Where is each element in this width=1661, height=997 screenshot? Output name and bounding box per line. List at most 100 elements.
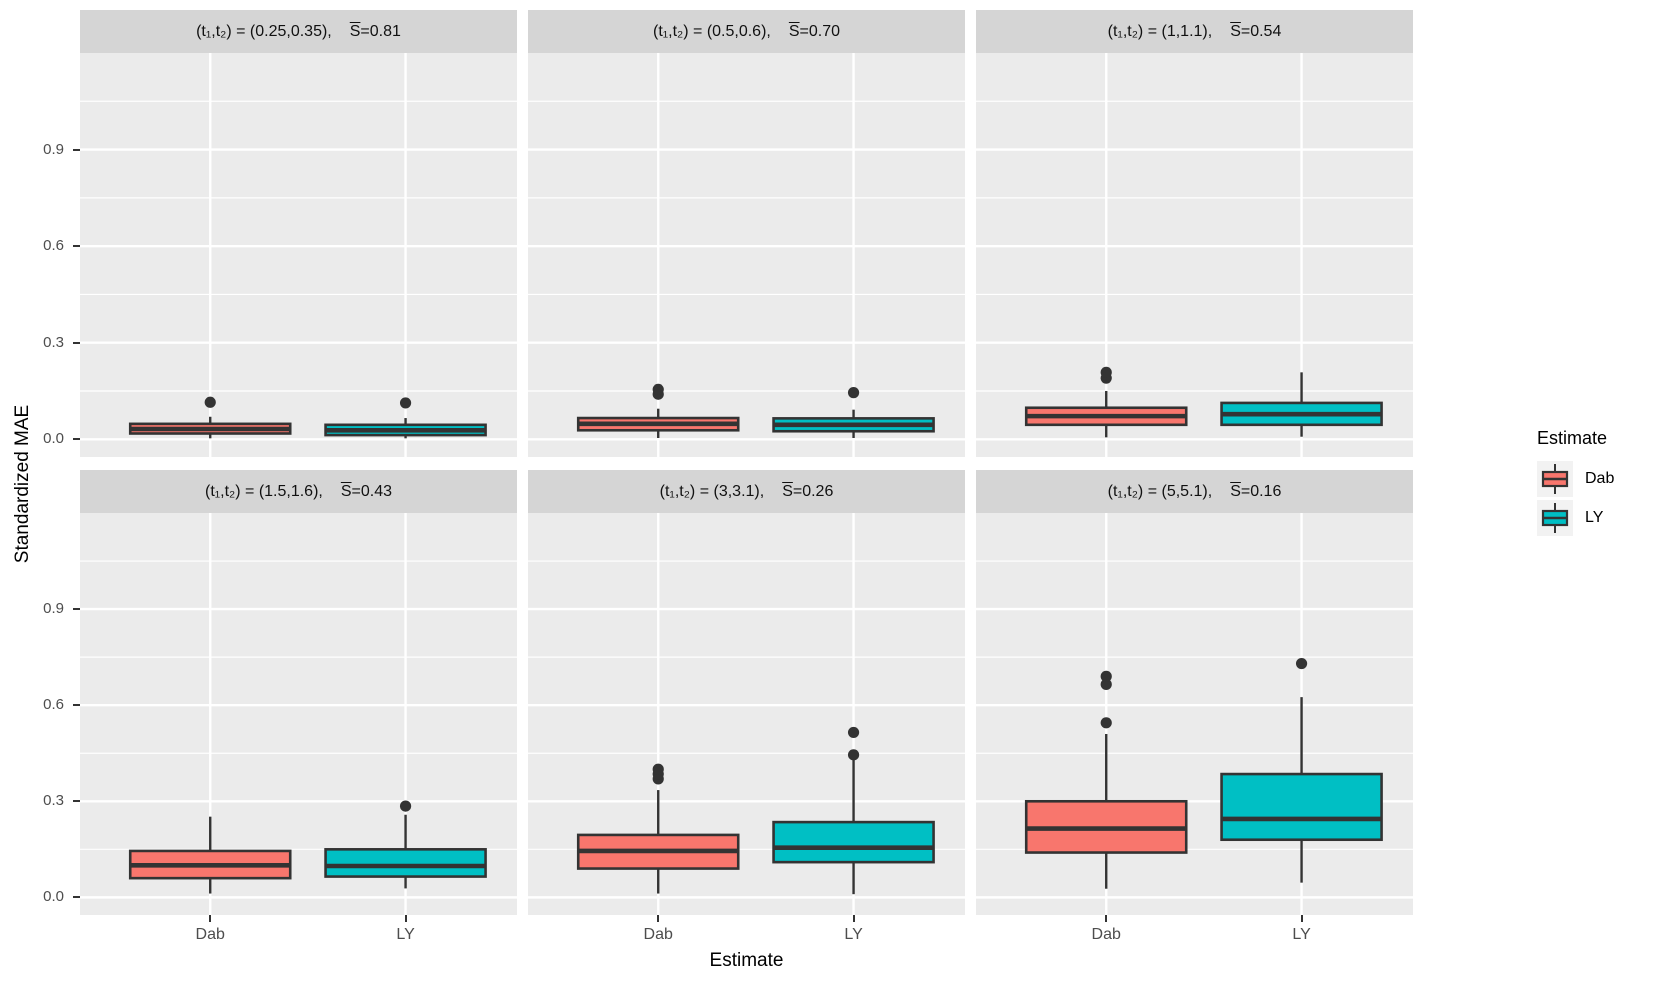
x-tick-label: Dab xyxy=(195,926,225,943)
x-tick-mark xyxy=(404,915,407,922)
outlier-point xyxy=(1100,678,1112,690)
facet-panel xyxy=(528,53,965,457)
y-tick-label: 0.9 xyxy=(43,600,64,618)
boxplot-glyph-icon xyxy=(1541,464,1569,494)
y-tick-mark xyxy=(73,800,80,803)
boxplot-ly xyxy=(772,387,935,439)
legend-keys: Dab LY xyxy=(1537,461,1614,536)
y-tick-mark xyxy=(73,148,80,151)
y-axis-row-2: 0.0 0.3 0.6 0.9 xyxy=(0,513,80,915)
facet-strip-sbar-value: =0.54 xyxy=(1240,22,1282,40)
y-tick-label: 0.6 xyxy=(43,696,64,714)
outlier-point xyxy=(1295,657,1308,670)
y-tick-label: 0.3 xyxy=(43,333,64,351)
legend-key-glyph xyxy=(1537,461,1573,497)
outlier-point xyxy=(204,396,216,408)
legend-title: Estimate xyxy=(1537,428,1608,448)
legend-key-label: Dab xyxy=(1585,470,1615,487)
x-axis-col-2: Dab LY xyxy=(528,915,965,955)
facet-strip-sbar: S xyxy=(340,482,352,500)
facet-strip-sbar: S xyxy=(782,482,793,500)
x-tick-mark xyxy=(1105,915,1108,922)
outlier-point xyxy=(1100,717,1112,729)
boxplot-dab xyxy=(1024,366,1188,438)
boxplot-glyph-icon xyxy=(1541,503,1569,533)
legend: Estimate Dab LY xyxy=(1537,428,1614,539)
x-tick-label: LY xyxy=(1292,926,1311,943)
outlier-point xyxy=(399,397,412,409)
x-tick-mark xyxy=(1300,915,1303,922)
y-tick-label: 0.9 xyxy=(43,140,64,158)
facet-strip-sbar: S xyxy=(788,22,800,40)
facet-strip-sbar: S xyxy=(349,22,361,40)
y-tick-mark xyxy=(73,896,80,899)
x-axis-col-1: Dab LY xyxy=(80,915,517,955)
facet-panel xyxy=(80,513,517,915)
outlier-point xyxy=(652,763,664,775)
outlier-point xyxy=(847,726,860,739)
boxplot-ly xyxy=(324,800,487,889)
facet-strip-label: (t₁,t₂) = (5,5.1), xyxy=(1107,482,1213,500)
x-tick-label: LY xyxy=(844,926,863,943)
y-tick-mark xyxy=(73,438,80,441)
iqr-box xyxy=(772,820,935,864)
boxplot-ly xyxy=(1220,657,1383,883)
y-axis-row-1: 0.0 0.3 0.6 0.9 xyxy=(0,53,80,457)
iqr-box xyxy=(1220,772,1383,842)
x-tick-label: LY xyxy=(396,926,415,943)
boxplot-ly xyxy=(772,726,935,895)
facet-strip: (t₁,t₂) = (5,5.1), S =0.16 xyxy=(976,470,1413,513)
facet-strip: (t₁,t₂) = (0.25,0.35), S =0.81 xyxy=(80,10,517,53)
legend-key-label: LY xyxy=(1585,509,1604,526)
y-tick-mark xyxy=(73,245,80,248)
facet-strip-label: (t₁,t₂) = (0.25,0.35), xyxy=(196,22,332,40)
outlier-point xyxy=(847,387,860,399)
boxplot-dab xyxy=(128,396,292,439)
facet-panel xyxy=(80,53,517,457)
outlier-point xyxy=(1100,366,1112,378)
legend-key-dab: Dab xyxy=(1537,461,1614,497)
legend-key-glyph xyxy=(1537,500,1573,536)
facet-strip: (t₁,t₂) = (3,3.1), S =0.26 xyxy=(528,470,965,513)
panel-canvas xyxy=(976,53,1413,457)
facet-strip-sbar-value: =0.43 xyxy=(351,482,393,500)
facet-strip-sbar-value: =0.81 xyxy=(360,22,401,40)
y-tick-label: 0.0 xyxy=(43,888,64,906)
x-axis-col-3: Dab LY xyxy=(976,915,1413,955)
facet-strip-label: (t₁,t₂) = (0.5,0.6), xyxy=(652,22,771,40)
facet-strip: (t₁,t₂) = (0.5,0.6), S =0.70 xyxy=(528,10,965,53)
x-tick-mark xyxy=(209,915,212,922)
y-tick-label: 0.3 xyxy=(43,792,64,810)
boxplot-dab xyxy=(128,816,292,894)
y-tick-mark xyxy=(73,608,80,611)
panel-canvas xyxy=(976,513,1413,915)
boxplot-dab xyxy=(576,763,740,894)
facet-panel xyxy=(976,513,1413,915)
facet-strip-label: (t₁,t₂) = (1,1.1), xyxy=(1107,22,1213,40)
boxplot-dab xyxy=(1024,670,1188,889)
facet-strip-label: (t₁,t₂) = (3,3.1), xyxy=(659,482,765,500)
x-tick-mark xyxy=(657,915,660,922)
outlier-point xyxy=(399,800,412,812)
outlier-point xyxy=(1100,670,1112,682)
facet-strip: (t₁,t₂) = (1.5,1.6), S =0.43 xyxy=(80,470,517,513)
panel-canvas xyxy=(528,513,965,915)
x-axis-title: Estimate xyxy=(709,950,784,971)
panel-canvas xyxy=(528,53,965,457)
outlier-point xyxy=(652,383,664,395)
facet-panel xyxy=(976,53,1413,457)
facet-strip-label: (t₁,t₂) = (1.5,1.6), xyxy=(204,482,323,500)
facet-strip-sbar-value: =0.70 xyxy=(799,22,841,40)
facet-strip: (t₁,t₂) = (1,1.1), S =0.54 xyxy=(976,10,1413,53)
y-tick-label: 0.6 xyxy=(43,237,64,255)
boxplot-ly xyxy=(324,397,487,439)
outlier-point xyxy=(847,749,860,761)
y-tick-mark xyxy=(73,704,80,707)
facet-strip-sbar: S xyxy=(1230,482,1241,500)
y-tick-label: 0.0 xyxy=(43,430,64,448)
facet-strip-sbar-value: =0.26 xyxy=(792,482,834,500)
panel-canvas xyxy=(80,53,517,457)
facet-strip-sbar: S xyxy=(1230,22,1241,40)
x-tick-label: Dab xyxy=(643,926,673,943)
